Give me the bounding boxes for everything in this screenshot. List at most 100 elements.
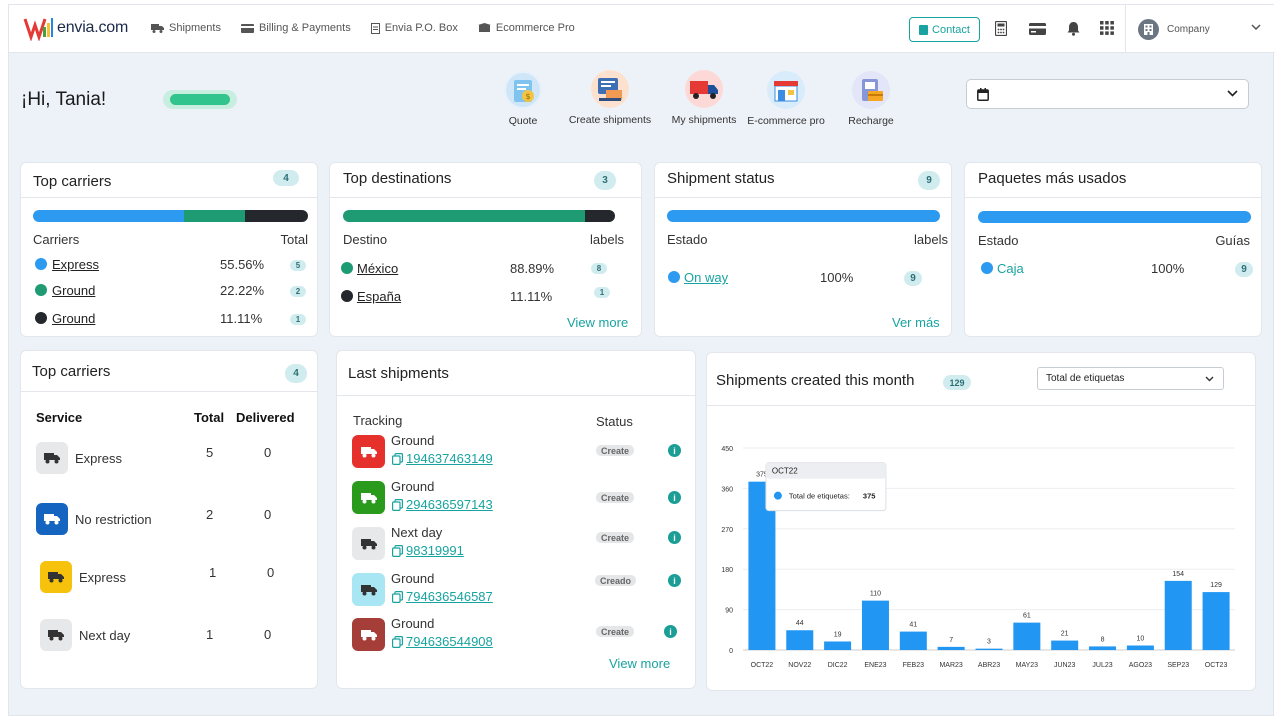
truck-icon xyxy=(48,572,64,583)
quick-action-recharge[interactable]: Recharge xyxy=(825,71,917,127)
chevron-down-icon xyxy=(1227,90,1238,97)
destination-color-dot xyxy=(341,290,353,302)
copy-icon[interactable] xyxy=(392,591,403,603)
destinations-view-more-link[interactable]: View more xyxy=(567,315,629,330)
nav-ecommerce[interactable]: Ecommerce Pro xyxy=(477,22,575,34)
tracking-number-link[interactable]: 294636597143 xyxy=(406,497,493,512)
card-icon xyxy=(240,23,254,33)
apps-grid-icon[interactable] xyxy=(1100,21,1114,35)
shipment-status-card: Shipment status 9 Estado labels On way 1… xyxy=(654,162,952,337)
labels-column-header: labels xyxy=(914,232,948,247)
last-shipments-view-more-link[interactable]: View more xyxy=(609,656,671,671)
tracking-number-link[interactable]: 194637463149 xyxy=(406,451,493,466)
packages-distribution-bar xyxy=(978,211,1251,223)
y-tick-label: 0 xyxy=(729,648,733,655)
package-link-caja[interactable]: Caja xyxy=(997,261,1024,276)
app-frame: envia.com Shipments Billing & Payments E… xyxy=(8,4,1275,716)
top-destinations-count-badge: 3 xyxy=(594,171,616,190)
card-icon[interactable] xyxy=(1029,23,1046,35)
carrier-bar-segment xyxy=(184,210,245,222)
nav-billing[interactable]: Billing & Payments xyxy=(240,22,351,34)
status-view-more-link[interactable]: Ver más xyxy=(892,315,940,330)
bar xyxy=(1051,640,1079,650)
create-shipments-icon xyxy=(591,70,629,108)
service-name: Express xyxy=(79,570,126,585)
quick-action-recharge-label: Recharge xyxy=(848,115,894,127)
carrier-count-badge: 5 xyxy=(290,260,306,271)
top-services-card: Top carriers 4 Service Total Delivered E… xyxy=(20,350,318,689)
quick-action-ecommerce[interactable]: E-commerce pro xyxy=(740,71,832,127)
nav-shipments[interactable]: Shipments xyxy=(151,22,221,34)
bar-value-label: 19 xyxy=(834,631,842,638)
carrier-link-ground[interactable]: Ground xyxy=(52,283,96,298)
brand-logo[interactable]: envia.com xyxy=(23,15,128,41)
top-destinations-card: Top destinations 3 Destino labels México… xyxy=(329,162,642,337)
nav-billing-label: Billing & Payments xyxy=(258,22,351,34)
status-link-on-way[interactable]: On way xyxy=(684,270,729,285)
carrier-count-badge: 1 xyxy=(290,314,306,325)
info-icon[interactable]: i xyxy=(668,491,681,504)
bell-icon[interactable] xyxy=(1067,21,1080,36)
bar xyxy=(899,631,927,650)
status-percent: 100% xyxy=(820,270,854,285)
bar xyxy=(824,641,852,650)
shipment-carrier-logo xyxy=(352,618,385,651)
carrier-link-ground[interactable]: Ground xyxy=(52,311,96,326)
info-icon[interactable]: i xyxy=(664,625,677,638)
tooltip-month: OCT22 xyxy=(772,467,798,476)
chart-metric-select[interactable]: Total de etiquetas xyxy=(1037,367,1224,390)
tracking-number-link[interactable]: 794636544908 xyxy=(406,634,493,649)
store-icon xyxy=(767,71,805,109)
copy-icon[interactable] xyxy=(392,453,403,465)
quick-action-quote[interactable]: $ Quote xyxy=(477,71,569,127)
x-tick-label: FEB23 xyxy=(903,662,925,669)
quick-action-create-shipments[interactable]: Create shipments xyxy=(564,70,656,126)
guias-column-header: Guías xyxy=(1215,233,1250,248)
date-range-select[interactable] xyxy=(966,79,1249,109)
bar-value-label: 21 xyxy=(1061,631,1069,638)
packages-card: Paquetes más usados Estado Guías Caja 10… xyxy=(964,162,1262,337)
tracking-number-link[interactable]: 98319991 xyxy=(406,543,464,558)
shipment-carrier-logo xyxy=(352,573,385,606)
destination-link-espana[interactable]: España xyxy=(357,289,402,304)
copy-icon[interactable] xyxy=(392,636,403,648)
package-count-badge: 9 xyxy=(1235,262,1253,277)
carrier-link-express[interactable]: Express xyxy=(52,257,99,272)
company-label: Company xyxy=(1167,23,1210,35)
quick-action-my-shipments-label: My shipments xyxy=(671,114,737,126)
contact-button[interactable]: Contact xyxy=(909,17,980,42)
destination-count-badge: 1 xyxy=(594,287,610,298)
recharge-icon xyxy=(852,71,890,109)
bar-value-label: 110 xyxy=(870,591,881,598)
destination-percent: 11.11% xyxy=(510,289,553,304)
monthly-shipments-bar-chart: 0 90 180 270 360 450 375 OCT22 44 NOV22 19 DIC22 110… xyxy=(721,446,1235,669)
x-tick-label: ENE23 xyxy=(864,662,886,669)
status-distribution-bar xyxy=(667,210,940,222)
greeting-status-pill xyxy=(163,90,237,109)
building-icon xyxy=(1144,23,1153,35)
destinations-distribution-bar xyxy=(343,210,615,222)
document-icon xyxy=(370,22,380,34)
copy-icon[interactable] xyxy=(392,499,403,511)
tracking-number-link[interactable]: 794636546587 xyxy=(406,589,493,604)
company-selector[interactable]: Company xyxy=(1125,5,1275,53)
quick-action-my-shipments[interactable]: My shipments xyxy=(658,70,750,126)
nav-shipments-label: Shipments xyxy=(169,22,221,34)
x-tick-label: DIC22 xyxy=(828,662,848,669)
shipment-status-count-badge: 9 xyxy=(918,171,940,190)
info-icon[interactable]: i xyxy=(668,531,681,544)
calculator-icon[interactable] xyxy=(995,21,1007,36)
x-tick-label: JUN23 xyxy=(1054,662,1076,669)
destination-link-mexico[interactable]: México xyxy=(357,261,399,276)
nav-po-box[interactable]: Envia P.O. Box xyxy=(370,22,458,34)
x-tick-label: ABR23 xyxy=(978,662,1000,669)
greeting: ¡Hi, Tania! xyxy=(21,89,107,110)
copy-icon[interactable] xyxy=(392,545,403,557)
nav-ecommerce-label: Ecommerce Pro xyxy=(495,22,575,34)
info-icon[interactable]: i xyxy=(668,444,681,457)
service-delivered: 0 xyxy=(264,507,272,522)
info-icon[interactable]: i xyxy=(668,574,681,587)
x-tick-label: NOV22 xyxy=(788,662,811,669)
carriers-column-header: Carriers xyxy=(33,232,80,247)
truck-icon xyxy=(360,492,377,503)
